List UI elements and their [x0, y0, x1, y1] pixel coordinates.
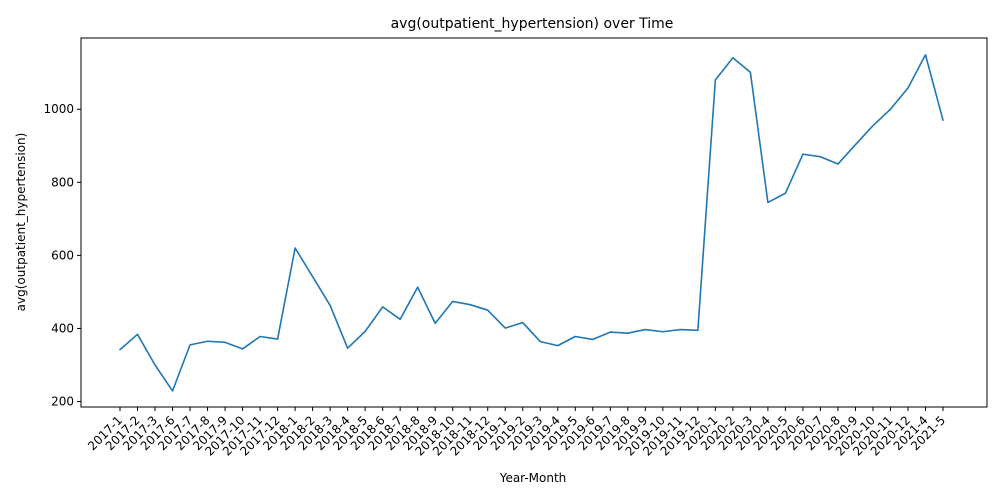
chart-title: avg(outpatient_hypertension) over Time: [391, 16, 674, 32]
y-tick-label: 600: [51, 248, 74, 262]
plot-frame: [80, 37, 988, 408]
y-axis: 200 400 600 800 1000: [43, 102, 81, 409]
x-axis: 2017-12017-22017-32017-62017-72017-82017…: [85, 407, 948, 459]
y-tick-label: 1000: [43, 102, 74, 116]
y-tick-label: 800: [51, 175, 74, 189]
series-line: [119, 54, 944, 392]
x-axis-label: Year-Month: [499, 471, 567, 485]
y-axis-label: avg(outpatient_hypertension): [14, 133, 28, 312]
y-tick-label: 400: [51, 321, 74, 335]
y-tick-label: 200: [51, 395, 74, 409]
plot-area: [119, 54, 944, 392]
